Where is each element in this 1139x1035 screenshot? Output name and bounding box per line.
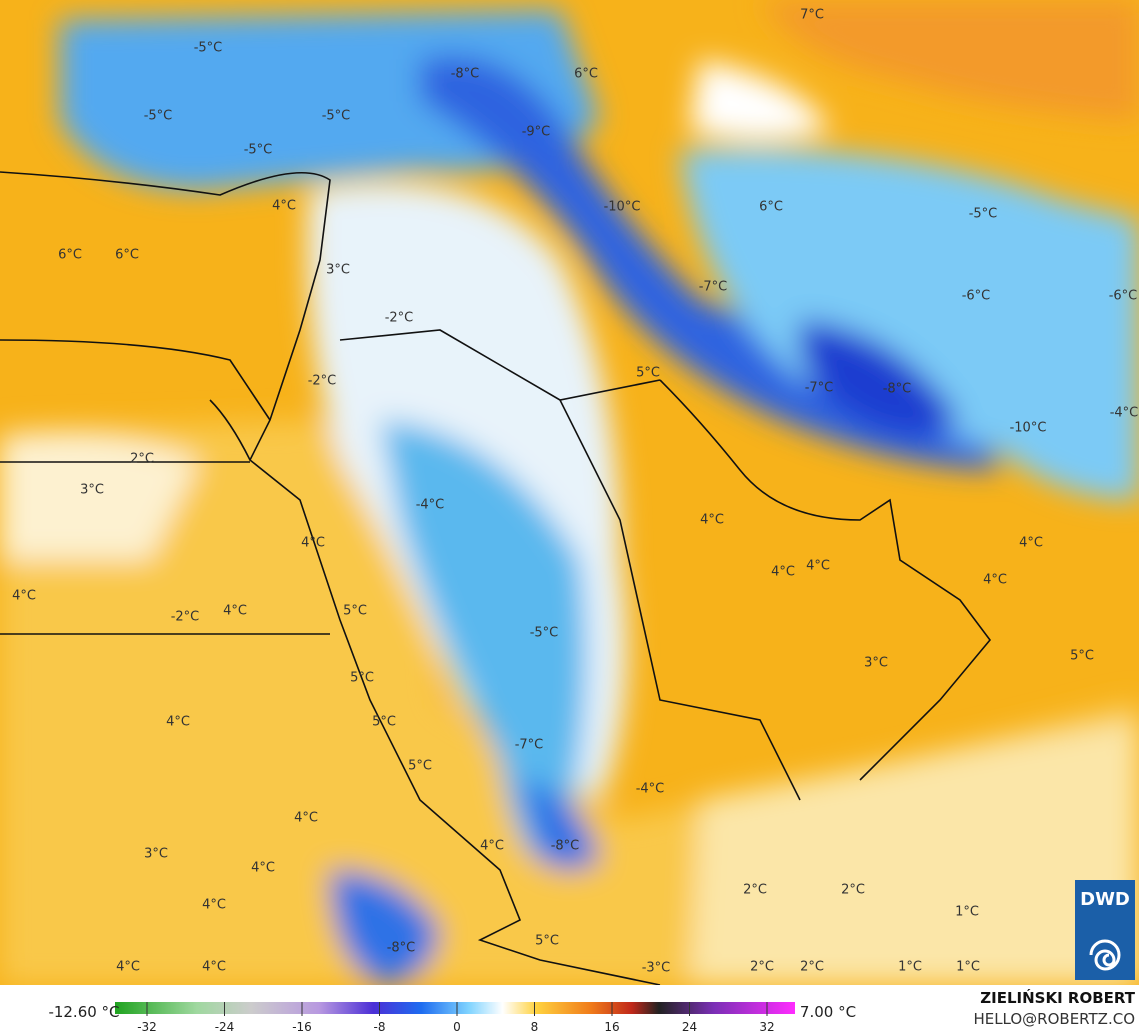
temp-label: 3°C [144,847,168,862]
temp-label: 6°C [574,67,598,82]
colorbar-tick-label: 8 [531,1020,539,1034]
temp-label: 1°C [898,960,922,975]
temp-label: 5°C [408,759,432,774]
temp-label: 2°C [743,883,767,898]
temp-label: 4°C [771,565,795,580]
temp-label: -8°C [387,941,416,956]
temp-label: 2°C [750,960,774,975]
temp-label: 4°C [700,513,724,528]
colorbar-tick-label: 24 [682,1020,697,1034]
temp-label: 4°C [202,960,226,975]
temp-label: -6°C [962,289,991,304]
temp-label: 3°C [326,263,350,278]
temp-label: 5°C [636,366,660,381]
temp-label: -5°C [969,207,998,222]
borders [0,171,992,986]
temp-label: 3°C [80,483,104,498]
temp-label: -5°C [244,143,273,158]
temp-label: -7°C [805,381,834,396]
temp-label: -6°C [1109,289,1138,304]
temp-label: -2°C [385,311,414,326]
colorbar-max: 7.00 °C [800,1003,856,1021]
author: ZIELIŃSKI ROBERT [980,988,1135,1007]
temp-label: -5°C [322,109,351,124]
temp-label: -5°C [530,626,559,641]
temp-label: 4°C [251,861,275,876]
temp-label: 6°C [115,248,139,263]
logo-text: DWD [1080,889,1130,910]
contact: HELLO@ROBERTZ.CO [973,1010,1135,1028]
temp-label: -2°C [171,610,200,625]
temp-label: 4°C [116,960,140,975]
temp-label: -7°C [699,280,728,295]
temp-label: 4°C [806,559,830,574]
temp-label: -8°C [451,67,480,82]
temp-label: 5°C [343,604,367,619]
temp-label: 6°C [759,200,783,215]
temp-label: -8°C [551,839,580,854]
colorbar-tick-label: -24 [215,1020,235,1034]
temp-label: -5°C [144,109,173,124]
temp-label: 2°C [130,452,154,467]
colorbar-tick-label: 16 [604,1020,619,1034]
colorbar-tick-label: 32 [759,1020,774,1034]
colorbar-tick-label: -8 [374,1020,386,1034]
temp-label: -10°C [604,200,641,215]
temperature-labels: -5°C -8°C 6°C 7°C -5°C -5°C -5°C -9°C -10°C 6°C -5… [12,8,1138,976]
temp-label: 4°C [983,573,1007,588]
temp-label: 1°C [955,905,979,920]
temp-label: 4°C [294,811,318,826]
temp-label: 4°C [223,604,247,619]
temp-label: 3°C [864,656,888,671]
colorbar-tick-label: -16 [292,1020,312,1034]
colorbar [115,1002,795,1014]
temp-label: 5°C [350,671,374,686]
temp-label: -3°C [642,961,671,976]
temp-label: 4°C [301,536,325,551]
colorbar-min: -12.60 °C [48,1003,119,1021]
temp-label: -10°C [1010,421,1047,436]
colorbar-ticks: -32 -24 -16 -8 0 8 16 24 32 [137,1002,775,1034]
temp-label: -2°C [308,374,337,389]
temp-label: 4°C [480,839,504,854]
temp-label: 5°C [535,934,559,949]
temp-label: 4°C [166,715,190,730]
temp-label: 6°C [58,248,82,263]
temp-label: -4°C [1110,406,1139,421]
temp-label: -4°C [416,498,445,513]
temp-label: 4°C [272,199,296,214]
temp-label: -8°C [883,382,912,397]
temp-label: 2°C [800,960,824,975]
temp-label: 4°C [1019,536,1043,551]
temp-label: 5°C [372,715,396,730]
logo-swirl [1089,939,1121,971]
colorbar-tick-label: -32 [137,1020,157,1034]
temp-label: 7°C [800,8,824,23]
temp-label: 4°C [202,898,226,913]
temp-label: -9°C [522,125,551,140]
temp-label: 2°C [841,883,865,898]
temp-label: 4°C [12,589,36,604]
temp-label: -7°C [515,738,544,753]
temperature-field [0,0,1139,985]
temp-label: 1°C [956,960,980,975]
temp-label: -4°C [636,782,665,797]
temp-label: -5°C [194,41,223,56]
colorbar-tick-label: 0 [453,1020,461,1034]
temp-label: 5°C [1070,649,1094,664]
